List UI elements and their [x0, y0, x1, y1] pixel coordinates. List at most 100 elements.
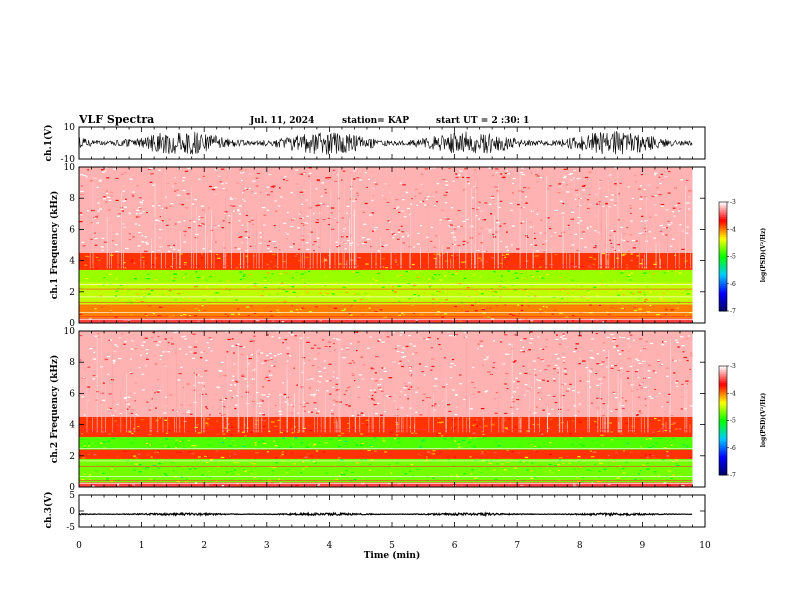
ch1-spectrogram-band-speckle — [465, 311, 469, 313]
ch2-spectrogram-band-speckle — [657, 429, 660, 431]
ch1-spectrogram-band-speckle — [461, 279, 465, 281]
ch1-spectrogram-band-speckle — [246, 236, 250, 238]
ch2-spectrogram-band-speckle — [268, 374, 273, 376]
ch1-spectrogram-band-speckle — [334, 180, 337, 183]
ch1-spectrogram-band-speckle — [236, 182, 240, 184]
ch1-spectrogram-band-speckle — [481, 293, 484, 295]
ch1-colorbar-label: log(PSD)(V²/Hz) — [760, 228, 767, 283]
ch2-spectrogram-band-speckle — [523, 394, 526, 396]
ch2-spectrogram-band-speckle — [312, 464, 314, 466]
ch2-spectrogram-band-speckle — [612, 391, 616, 393]
ch1-spectrogram-band-speckle — [442, 252, 445, 255]
ch1-spectrogram-band-speckle — [283, 222, 287, 224]
ch2-spectrogram-impulse-streak — [607, 404, 608, 433]
ch1-spectrogram-impulse-streak — [312, 250, 314, 269]
ch2-spectrogram-band-speckle — [290, 404, 293, 406]
colorbar-swatch — [719, 382, 727, 385]
ch1-spectrogram-band-speckle — [441, 302, 444, 304]
ch2-spectrogram-band-speckle — [601, 361, 605, 363]
ch1-spectrogram-band-speckle — [499, 200, 503, 202]
ch2-spectrogram-band-speckle — [595, 417, 599, 419]
ch1-spectrogram-band-speckle — [204, 279, 208, 281]
ch2-spectrogram-band-speckle — [242, 469, 246, 471]
ch1-spectrogram-band-speckle — [328, 306, 332, 308]
ch2-spectrogram-band-speckle — [621, 407, 625, 410]
ch2-spectrogram-band-speckle — [648, 446, 652, 449]
ch2-spectrogram-band-speckle — [306, 379, 310, 381]
ch2-spectrogram-band-speckle — [437, 417, 441, 419]
ch2-spectrogram-band-speckle — [469, 408, 473, 410]
ch2-spectrogram-band-speckle — [273, 440, 276, 442]
ch1-spectrogram-band-speckle — [503, 223, 506, 225]
ch1-spectrogram-band-speckle — [106, 274, 109, 277]
ch1-spectrogram-band-speckle — [529, 226, 532, 228]
ch1-spectrogram-impulse-streak — [643, 254, 645, 269]
ch2-spectrogram-band-speckle — [102, 382, 105, 384]
ch1-spectrogram-band-speckle — [671, 270, 674, 273]
ch1-spectrogram-band-speckle — [360, 314, 365, 316]
ch1-spectrogram-band-speckle — [305, 258, 308, 260]
ch1-spectrogram-band-speckle — [238, 205, 242, 207]
ch2-spectrogram-band-speckle — [206, 341, 209, 344]
ch1-spectrogram-band-speckle — [301, 307, 304, 309]
ch2-spectrogram-band-speckle — [222, 413, 226, 416]
ch1-spectrogram-band-speckle — [635, 181, 638, 183]
ch1-spectrogram-band-speckle — [316, 204, 321, 206]
ch1-spectrogram-band-speckle — [603, 309, 607, 311]
ch1-spectrogram-band-speckle — [192, 203, 195, 205]
ch2-spectrogram-band-speckle — [199, 395, 202, 398]
ch2-spectrogram-band-speckle — [614, 397, 618, 399]
ch2-spectrogram-band-speckle — [194, 426, 198, 429]
ch2-spectrogram-band-speckle — [404, 385, 408, 387]
ch2-spectrogram-band-speckle — [495, 391, 498, 394]
ch2-spectrogram-band-speckle — [268, 480, 272, 482]
ch1-spectrogram-band-speckle — [282, 260, 286, 263]
ch1-spectrogram-band-speckle — [235, 299, 238, 301]
ch2-spectrogram-band-speckle — [572, 386, 576, 388]
ch2-spectrogram-band-speckle — [421, 440, 424, 442]
ch1-spectrogram-band-speckle — [369, 294, 372, 296]
ch1-spectrogram-band-speckle — [431, 276, 434, 278]
ch1-spectrogram-band-speckle — [645, 312, 648, 314]
ch1-spectrogram-band-speckle — [501, 176, 506, 179]
ch1-spectrogram-band-speckle — [322, 203, 326, 205]
ch1-spectrogram-band-speckle — [365, 263, 369, 265]
ch2-spectrogram-band-speckle — [145, 349, 149, 351]
ch2-spectrogram-band-speckle — [247, 363, 250, 365]
ch2-spectrogram-band-speckle — [500, 463, 504, 465]
ch1-spectrogram-band-speckle — [678, 272, 682, 274]
ch2-spectrogram-band-speckle — [577, 410, 580, 413]
ch1-spectrogram-impulse-streak — [380, 237, 382, 269]
ch2-spectrogram-band-speckle — [365, 396, 369, 398]
colorbar-swatch — [719, 411, 727, 414]
ch1-spectrogram-band-speckle — [267, 194, 270, 196]
ch1-spectrogram-band-speckle — [381, 257, 385, 260]
colorbar-swatch — [719, 424, 727, 427]
ch2-spectrogram-band-speckle — [83, 445, 87, 447]
ch2-spectrogram-band-speckle — [676, 341, 680, 344]
ch2-spectrogram-band-speckle — [504, 334, 508, 336]
ch1-spectrogram-band-speckle — [215, 260, 219, 262]
ch2-spectrogram-band-speckle — [373, 404, 377, 406]
colorbar-swatch — [719, 231, 727, 234]
ch1-spectrogram-band-speckle — [485, 227, 488, 230]
ch1-spectrogram-band-speckle — [89, 238, 93, 240]
ch2-spectrogram-impulse-streak — [558, 368, 560, 433]
ch1-spectrogram-impulse-streak — [519, 170, 521, 269]
ch1-spectrogram-band-speckle — [522, 289, 525, 292]
ch2-spectrogram-band-speckle — [274, 457, 278, 459]
ch1-spectrogram-band-speckle — [476, 208, 479, 211]
ch1-spectrogram-band-speckle — [535, 208, 538, 211]
ch2-spectrogram-band-speckle — [297, 427, 300, 429]
ch1-spectrogram-band-speckle — [237, 313, 240, 315]
ch1-spectrogram-band-speckle — [244, 320, 247, 322]
ch1-spectrogram-band-speckle — [419, 179, 422, 181]
ch2-spectrogram-band-speckle — [503, 412, 508, 415]
ch2-spectrogram-band-speckle — [338, 439, 342, 441]
ch2-spectrogram-impulse-streak — [689, 424, 691, 433]
ch1-spectrogram-band-speckle — [601, 205, 605, 207]
ch2-spectrogram-band-speckle — [454, 414, 458, 416]
ch1-spectrogram-band-speckle — [225, 177, 228, 179]
ch1-spectrogram-band-speckle — [673, 215, 676, 217]
ch2-spectrogram-band-speckle — [482, 364, 485, 366]
